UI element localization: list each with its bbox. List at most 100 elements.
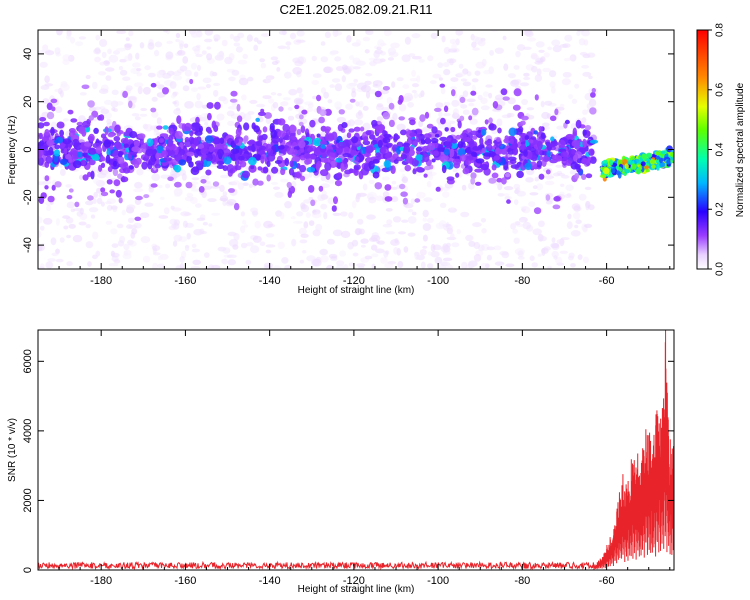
spectrogram-cell-1635: [470, 172, 477, 180]
spectrogram-cell-604: [265, 249, 272, 254]
spectrogram-cell-2850: [446, 137, 452, 142]
spectrogram-cell-1266: [221, 39, 228, 47]
spectrogram-cell-2838: [523, 149, 528, 157]
spectrogram-cell-2568: [45, 155, 53, 164]
spectrogram-cell-1098: [515, 79, 522, 84]
spectrogram-cell-3327: [644, 165, 649, 170]
spectrogram-cell-414: [422, 234, 428, 242]
spectrogram-x-label: Height of straight line (km): [298, 285, 415, 296]
spectrogram-cell-1818: [266, 174, 272, 182]
spectrogram-cell-2995: [234, 138, 239, 144]
spectrogram-cell-2975: [208, 145, 214, 153]
spectrogram-cell-2959: [351, 145, 357, 151]
spectrogram-cell-43: [570, 230, 581, 237]
spectrogram-cell-737: [308, 220, 315, 227]
spectrogram-cell-1108: [331, 78, 341, 83]
spectrogram-cell-981: [559, 103, 565, 108]
spectrogram-cell-1628: [252, 178, 259, 186]
y-tick-label-4: 40: [22, 48, 34, 60]
spectrogram-cell-2701: [235, 159, 240, 167]
spectrogram-cell-27: [462, 109, 470, 115]
spectrogram-cell-870: [184, 101, 194, 109]
spectrogram-cell-720: [111, 252, 120, 258]
spectrogram-cell-2641: [434, 133, 440, 138]
spectrogram-cell-222: [567, 213, 572, 220]
spectrogram-cell-539: [40, 263, 45, 269]
spectrogram-cell-2898: [504, 135, 509, 141]
spectrogram-cell-2756: [193, 137, 199, 146]
spectrogram-cell-1666: [334, 180, 343, 187]
spectrogram-cell-119: [222, 98, 229, 105]
spectrogram-cell-1892: [230, 90, 238, 97]
spectrogram-cell-989: [320, 175, 326, 182]
spectrogram-cell-676: [377, 39, 385, 47]
spectrogram-cell-2918: [457, 141, 464, 149]
spectrogram-cell-1097: [62, 215, 71, 219]
spectrogram-cell-1502: [43, 121, 50, 127]
spectrogram-cell-554: [371, 253, 379, 258]
spectrogram-cell-139: [364, 49, 370, 54]
spectrogram-cell-2879: [560, 151, 568, 158]
spectrogram-cell-297: [422, 245, 428, 249]
spectrogram-cell-135: [449, 38, 456, 45]
spectrogram-cell-1311: [176, 50, 186, 56]
spectrogram-cell-347: [460, 78, 468, 82]
spectrogram-cell-1251: [136, 168, 144, 176]
spectrogram-cell-1174: [568, 252, 575, 259]
spectrogram-cell-613: [256, 103, 266, 108]
spectrogram-cell-301: [220, 174, 229, 179]
spectrogram-cell-1157: [355, 192, 361, 200]
spectrogram-cell-2482: [415, 146, 423, 152]
spectrogram-cell-1329: [237, 182, 244, 190]
spectrogram-cell-36: [413, 92, 419, 99]
spectrogram-cell-2939: [59, 158, 68, 165]
spectrogram-cell-1335: [520, 205, 529, 210]
spectrogram-cell-1142: [220, 195, 228, 202]
spectrogram-cell-1171: [356, 263, 366, 268]
spectrogram-cell-1179: [226, 254, 237, 259]
colorbar: 0.0 0.2 0.4 0.6 0.8 Normalized spectral ampl…: [696, 23, 746, 276]
spectrogram-cell-2935: [570, 161, 579, 170]
spectrogram-cell-1085: [362, 183, 368, 191]
spectrogram-cell-2745: [128, 165, 134, 170]
spectrogram-cell-167: [536, 183, 544, 191]
spectrogram-cell-853: [190, 265, 201, 269]
spectrogram-cell-926: [574, 224, 579, 229]
spectrogram-cell-2969: [546, 150, 551, 157]
spectrogram-cell-755: [320, 41, 326, 46]
spectrogram-cell-2702: [62, 138, 72, 145]
spectrogram-cell-19: [85, 200, 94, 206]
spectrogram-cell-947: [430, 243, 436, 252]
spectrogram-cell-736: [549, 81, 556, 88]
spectrogram-cell-796: [455, 38, 460, 46]
spectrogram-cell-1048: [346, 83, 356, 90]
spectrogram-cell-1359: [128, 30, 134, 37]
spectrogram-cell-2979: [133, 140, 140, 147]
spectrogram-cell-1552: [66, 195, 73, 200]
spectrogram-cell-1192: [458, 63, 464, 69]
spectrogram-cell-1399: [366, 214, 376, 220]
spectrogram-cell-1071: [59, 83, 70, 91]
spectrogram-cell-588: [227, 105, 238, 110]
spectrogram-cell-536: [59, 237, 65, 243]
spectrogram-cell-1297: [174, 192, 181, 197]
spectrogram-cell-510: [362, 105, 369, 111]
spectrogram-cell-473: [529, 192, 539, 196]
spectrogram-cell-2904: [169, 150, 176, 155]
spectrogram-cell-100: [411, 33, 421, 39]
spectrogram-cell-429: [286, 45, 291, 50]
spectrogram-cell-1344: [173, 219, 180, 226]
spectrogram-cell-1390: [368, 196, 377, 204]
spectrogram-cell-2885: [141, 161, 148, 170]
spectrogram-cell-1389: [443, 112, 451, 117]
spectrogram-cell-1162: [278, 30, 287, 35]
spectrogram-cell-2243: [107, 133, 115, 138]
spectrogram-cell-380: [534, 74, 543, 82]
spectrogram-cell-3338: [600, 174, 607, 178]
spectrogram-cell-1124: [515, 50, 521, 58]
spectrogram-cell-2833: [270, 129, 278, 139]
spectrogram-cell-1094: [584, 223, 593, 228]
spectrogram-cell-183: [288, 88, 298, 96]
spectrogram-cell-996: [91, 166, 98, 171]
spectrogram-cell-2466: [70, 118, 78, 123]
